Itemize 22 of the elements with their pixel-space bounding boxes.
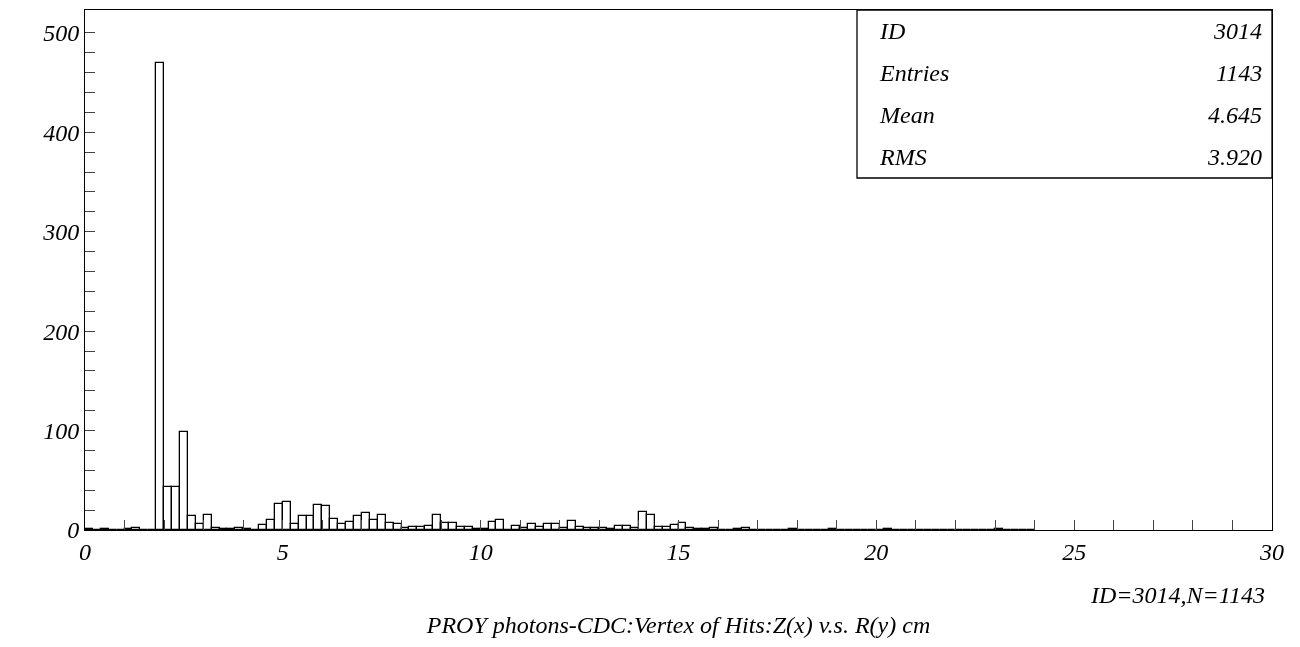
x-tick-label: 10 (468, 538, 493, 565)
annotation: Entries (879, 60, 950, 86)
text: ID=3014,N=1143 (1090, 582, 1265, 608)
y-tick-label: 500 (43, 20, 80, 47)
annotation: ID (879, 18, 906, 44)
annotation: 4.645 (1208, 102, 1262, 128)
y-tick-label: 0 (67, 517, 80, 544)
annotation: Mean (879, 102, 935, 128)
y-tick-label: 300 (42, 219, 80, 246)
annotation: 3014 (1213, 18, 1262, 44)
y-tick-label: 100 (43, 417, 80, 444)
annotation: 1143 (1216, 60, 1263, 86)
x-tick-label: 25 (1062, 538, 1087, 565)
x-tick-label: 5 (276, 538, 289, 565)
x-tick-label: 20 (864, 538, 889, 565)
x-tick-label: 15 (666, 538, 691, 565)
annotation: RMS (879, 144, 927, 170)
x-tick-label: 30 (1259, 538, 1284, 565)
y-tick-label: 200 (43, 318, 80, 345)
x-axis-title: PROY photons-CDC:Vertex of Hits:Z(x) v.s. R(y) cm (425, 612, 931, 639)
annotation: 3.920 (1207, 144, 1262, 170)
y-tick-label: 400 (43, 119, 80, 146)
